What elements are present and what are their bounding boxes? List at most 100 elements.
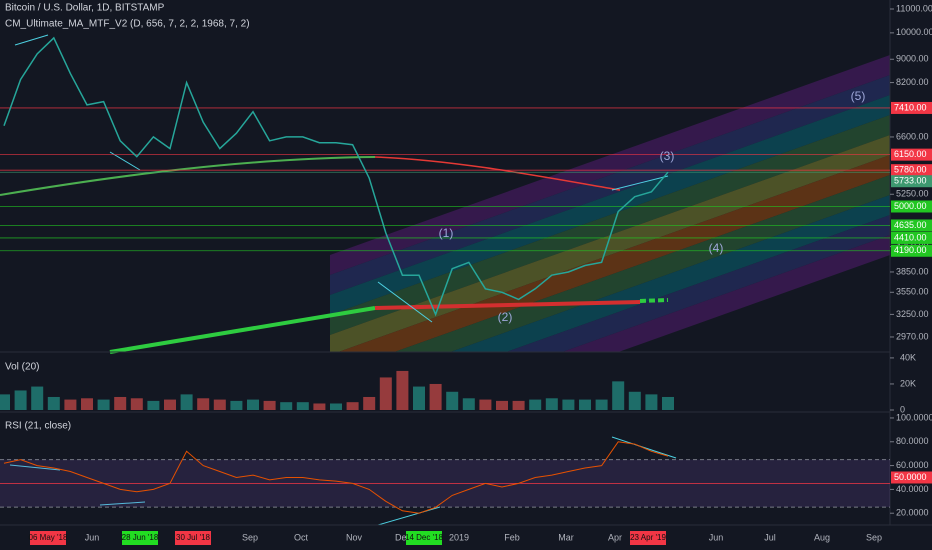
rsi-tick-label: 80.0000 bbox=[896, 436, 929, 446]
time-label: Sep bbox=[866, 532, 882, 542]
level-tag bbox=[891, 231, 932, 244]
time-tag bbox=[30, 531, 66, 545]
volume-bar bbox=[462, 398, 475, 410]
time-label: 14 Dec '18 bbox=[405, 533, 444, 542]
rsi-level-tag bbox=[891, 471, 932, 484]
price-line bbox=[3, 36, 669, 317]
wave-label: (5) bbox=[851, 89, 866, 103]
volume-bar bbox=[180, 394, 193, 410]
volume-bar bbox=[496, 400, 508, 410]
level-tag bbox=[891, 164, 932, 177]
volume-bar bbox=[396, 370, 409, 410]
price-tick-label: 11000.00 bbox=[896, 3, 932, 13]
volume-bar bbox=[130, 398, 143, 410]
volume-bar bbox=[114, 396, 127, 410]
volume-bar bbox=[296, 402, 309, 410]
volume-bar bbox=[213, 399, 226, 410]
time-label: 23 Apr '19 bbox=[630, 533, 666, 542]
volume-bar bbox=[230, 400, 243, 410]
wave-label: (2) bbox=[498, 310, 513, 324]
time-tag bbox=[406, 531, 442, 545]
rsi-title: RSI (21, close) bbox=[5, 421, 71, 432]
volume-bar bbox=[429, 383, 442, 410]
volume-bar bbox=[579, 399, 591, 410]
volume-bar bbox=[529, 399, 542, 410]
level-tag bbox=[891, 101, 932, 114]
level-tag bbox=[891, 200, 932, 213]
level-tag-label: 6150.00 bbox=[894, 149, 927, 159]
volume-tick-label: 40K bbox=[900, 352, 916, 362]
volume-bar bbox=[446, 391, 459, 410]
volume-bar bbox=[379, 377, 392, 410]
price-tick-label: 8200.00 bbox=[896, 77, 929, 87]
volume-bar bbox=[512, 400, 525, 410]
time-label: Jun bbox=[85, 532, 100, 542]
time-label: Feb bbox=[504, 532, 520, 542]
volume-bar bbox=[247, 399, 259, 410]
volume-bar bbox=[64, 399, 77, 410]
time-label: Jun bbox=[709, 532, 724, 542]
rsi-tick-label: 20.0000 bbox=[896, 508, 929, 518]
time-label: 30 Jul '18 bbox=[176, 533, 211, 542]
price-tick-label: 10000.00 bbox=[896, 27, 932, 37]
volume-bar bbox=[545, 398, 558, 410]
volume-bar bbox=[81, 398, 93, 410]
volume-bar bbox=[363, 396, 376, 410]
volume-bar bbox=[346, 402, 359, 410]
symbol-title: Bitcoin / U.S. Dollar, 1D, BITSTAMP bbox=[5, 3, 165, 14]
volume-bar bbox=[14, 390, 27, 410]
time-tag bbox=[122, 531, 158, 545]
rsi-tick-label: 60.0000 bbox=[896, 460, 929, 470]
time-label: Sep bbox=[242, 532, 258, 542]
price-tick-label: 3850.00 bbox=[896, 266, 929, 276]
wave-label: (3) bbox=[660, 149, 675, 163]
volume-tick-label: 20K bbox=[900, 378, 916, 388]
moving-averages bbox=[0, 156, 669, 354]
volume-bar bbox=[612, 381, 625, 410]
volume-bar bbox=[628, 391, 641, 410]
volume-bar bbox=[47, 396, 60, 410]
volume-bar bbox=[197, 398, 210, 410]
level-tag bbox=[891, 175, 932, 188]
volume-tick-label: 0 bbox=[900, 404, 905, 414]
level-tag-label: 4190.00 bbox=[894, 245, 927, 255]
volume-bar bbox=[479, 399, 492, 410]
volume-bar bbox=[662, 396, 674, 410]
volume-title: Vol (20) bbox=[5, 362, 39, 373]
volume-bar bbox=[313, 403, 326, 410]
level-tag-label: 4410.00 bbox=[894, 232, 927, 242]
time-label: Nov bbox=[346, 532, 363, 542]
price-tick-label: 3550.00 bbox=[896, 287, 929, 297]
time-label: Dec bbox=[395, 532, 412, 542]
volume-bar bbox=[595, 399, 608, 410]
indicator-title: CM_Ultimate_MA_MTF_V2 (D, 656, 7, 2, 2, … bbox=[5, 19, 250, 30]
level-tag bbox=[891, 244, 932, 257]
time-label: Jul bbox=[764, 532, 776, 542]
volume-bar bbox=[0, 394, 10, 410]
time-tag bbox=[630, 531, 666, 545]
level-tag-label: 5000.00 bbox=[894, 201, 927, 211]
time-label: Mar bbox=[558, 532, 574, 542]
volume-bar bbox=[413, 386, 425, 410]
level-tag-label: 5733.00 bbox=[894, 176, 927, 186]
volume-bar bbox=[330, 403, 342, 410]
rsi-level-label: 50.0000 bbox=[894, 472, 927, 482]
price-tick-label: 3250.00 bbox=[896, 309, 929, 319]
volume-bar bbox=[97, 399, 110, 410]
price-tick-label: 6600.00 bbox=[896, 131, 929, 141]
volume-bar bbox=[164, 399, 176, 410]
level-tag bbox=[891, 148, 932, 161]
rsi-line bbox=[3, 441, 669, 514]
level-tag-label: 4635.00 bbox=[894, 220, 927, 230]
time-label: Aug bbox=[814, 532, 830, 542]
level-tag-label: 7410.00 bbox=[894, 102, 927, 112]
volume-bar bbox=[147, 400, 160, 410]
time-label: 2019 bbox=[449, 532, 469, 542]
rsi-tick-label: 100.0000 bbox=[896, 412, 932, 422]
price-tick-label: 5250.00 bbox=[896, 189, 929, 199]
time-label: 28 Jun '18 bbox=[122, 533, 159, 542]
rsi-tick-label: 40.0000 bbox=[896, 484, 929, 494]
level-tag-label: 5780.00 bbox=[894, 165, 927, 175]
